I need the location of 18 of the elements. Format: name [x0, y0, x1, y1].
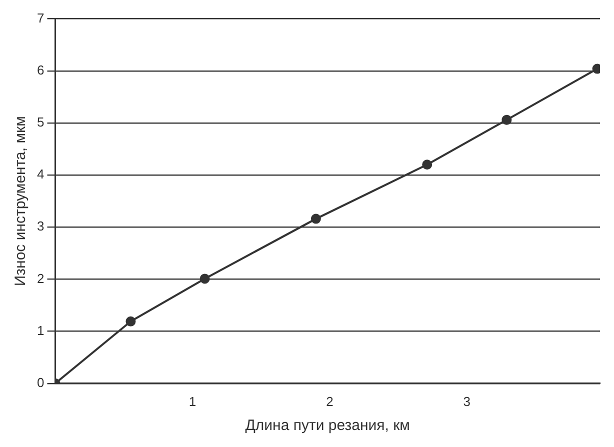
- point: [126, 316, 136, 326]
- point: [310, 214, 321, 224]
- x-tick-label: 2: [326, 394, 334, 409]
- y-tick-label: 0: [36, 374, 44, 390]
- y-axis-title: Износ инструмента, мкм: [12, 116, 30, 286]
- point: [422, 160, 432, 170]
- y-tick-label: 5: [36, 114, 44, 130]
- y-tick-label: 4: [36, 166, 44, 182]
- point: [200, 274, 210, 284]
- x-tick-label: 1: [188, 394, 196, 409]
- y-tick-label: 3: [36, 218, 44, 234]
- y-tick-label: 7: [36, 10, 44, 26]
- y-tick-label: 1: [36, 322, 44, 338]
- point: [502, 114, 512, 125]
- x-tick-label: 3: [463, 394, 471, 409]
- x-axis-title: Длина пути резания, км: [245, 417, 410, 434]
- y-tick-label: 6: [36, 62, 44, 78]
- y-tick-label: 2: [36, 270, 44, 286]
